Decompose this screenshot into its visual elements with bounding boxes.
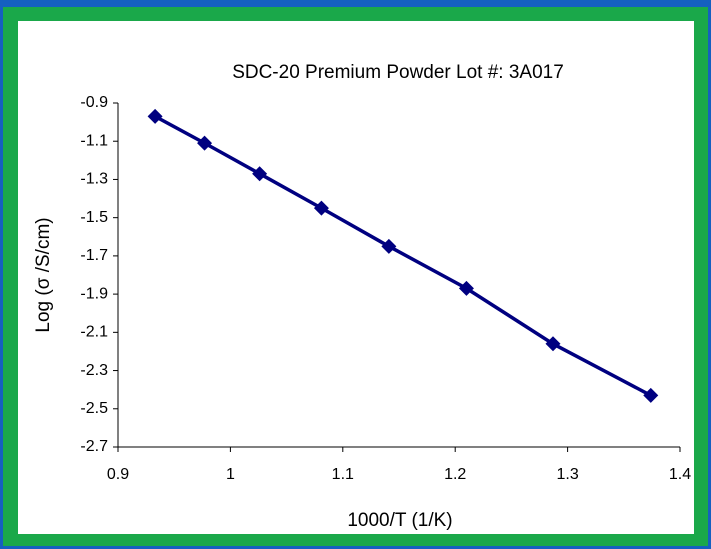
y-axis-label: Log (σ /S/cm) [33,217,54,332]
y-tick-label: -2.5 [80,400,108,417]
y-tick-label: -2.1 [80,324,108,341]
x-tick-label: 0.9 [107,466,129,483]
marker [381,238,397,254]
y-tick-label: -0.9 [80,94,108,111]
marker [147,108,163,124]
marker [458,280,474,296]
marker [545,336,561,352]
marker [643,387,659,403]
marker [313,200,329,216]
marker [252,166,268,182]
y-tick-label: -1.7 [80,247,108,264]
x-tick-label: 1.1 [332,466,354,483]
y-tick-label: -1.1 [80,132,108,149]
y-tick-label: -1.5 [80,209,108,226]
y-tick-label: -2.7 [80,438,108,455]
x-tick-label: 1 [226,466,235,483]
x-tick-label: 1.3 [556,466,578,483]
marker [197,135,213,151]
y-tick-label: -2.3 [80,362,108,379]
y-tick-label: -1.3 [80,171,108,188]
x-axis-label: 1000/T (1/K) [347,510,452,531]
x-tick-label: 1.2 [444,466,466,483]
x-tick-label: 1.4 [669,466,691,483]
chart-background [18,21,694,534]
y-tick-label: -1.9 [80,285,108,302]
series-line [154,114,652,397]
chart-title: SDC-20 Premium Powder Lot #: 3A017 [232,62,564,83]
